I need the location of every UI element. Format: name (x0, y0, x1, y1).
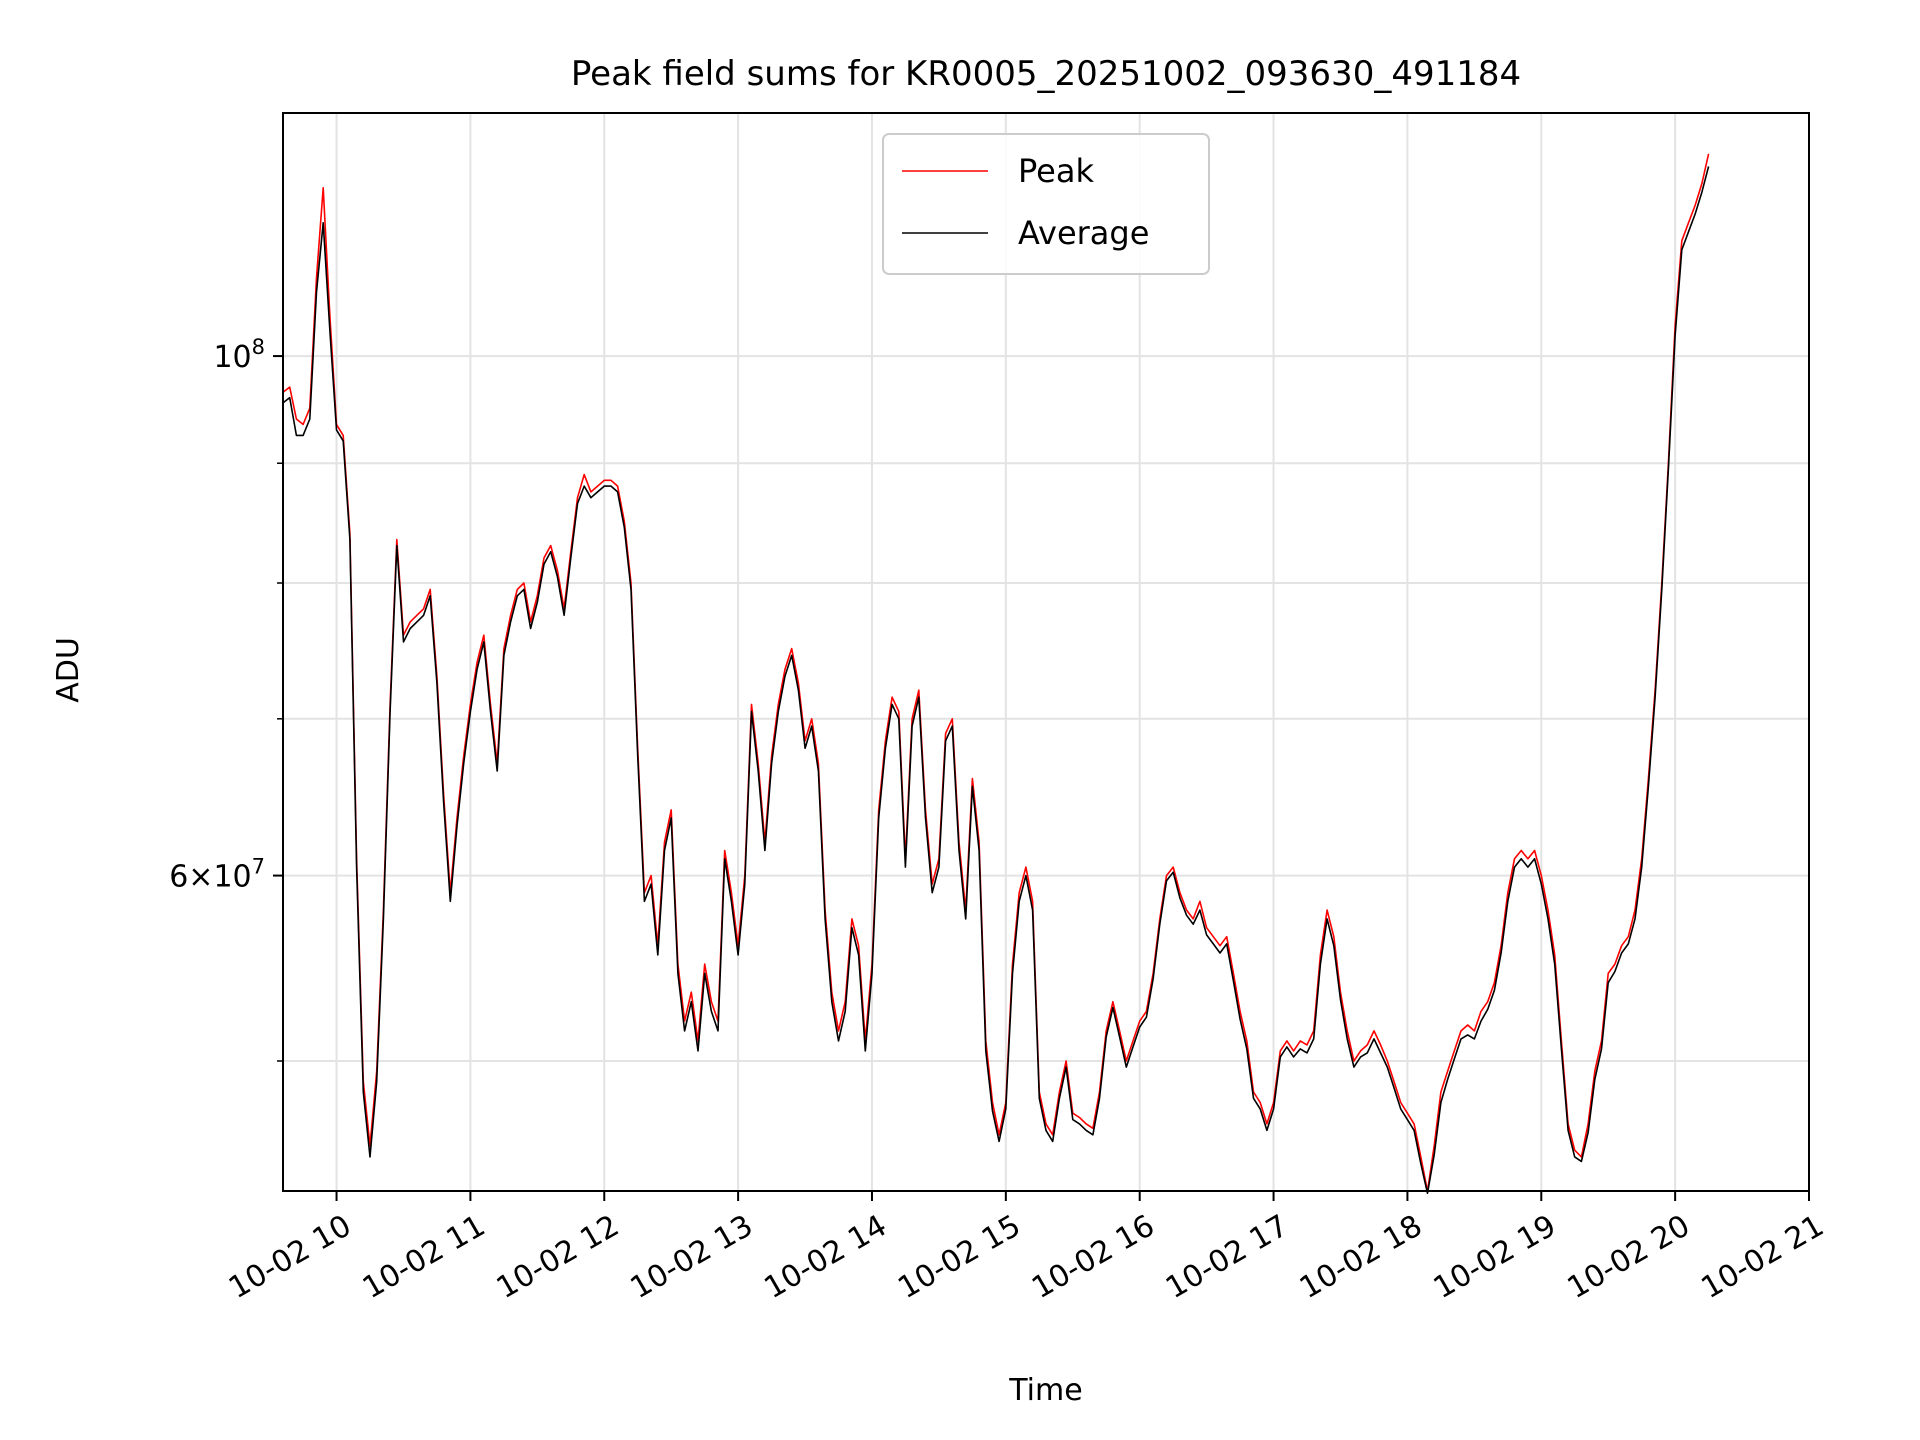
chart-title: Peak field sums for KR0005_20251002_0936… (571, 54, 1521, 94)
y-tick-label: 108 (213, 335, 265, 375)
legend-label-average: Average (1018, 214, 1149, 252)
plot-lines (282, 153, 1710, 1195)
y-axis-ticks: 108 6×107 (169, 335, 283, 1062)
legend-box (882, 133, 1210, 275)
y-axis-label: ADU (51, 637, 86, 703)
x-axis-label: Time (1008, 1373, 1082, 1408)
legend: Peak Average (882, 133, 1210, 275)
series-line-peak (282, 153, 1710, 1192)
plot-area-frame (282, 112, 1810, 1192)
series-line-average (282, 166, 1710, 1195)
grid (283, 113, 1810, 1191)
y-tick-label: 6×107 (169, 855, 265, 895)
legend-label-peak: Peak (1018, 152, 1094, 190)
